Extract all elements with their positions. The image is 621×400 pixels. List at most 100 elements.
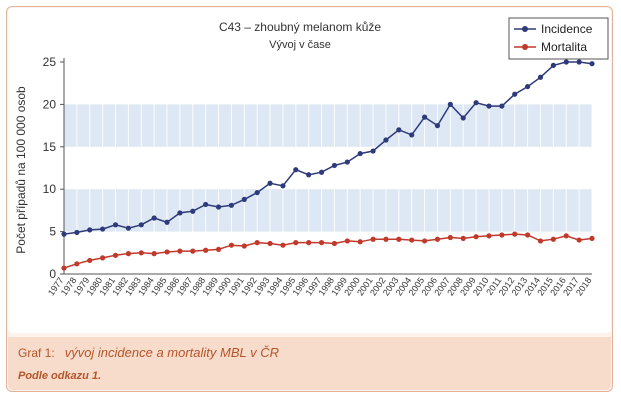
point-mortalita-1995: [293, 240, 299, 246]
chart-axes: [60, 58, 592, 275]
point-incidence-1996: [306, 172, 312, 178]
legend-marker-mortalita: [522, 44, 528, 50]
point-incidence-2006: [434, 123, 441, 129]
point-incidence-1977: [61, 231, 67, 237]
point-mortalita-2016: [563, 233, 569, 239]
point-incidence-1991: [241, 196, 247, 202]
point-incidence-2015: [550, 62, 556, 68]
point-incidence-2014: [537, 74, 544, 80]
point-mortalita-1986: [177, 248, 183, 254]
point-incidence-1979: [87, 227, 93, 233]
point-incidence-1988: [203, 201, 209, 208]
point-incidence-1987: [190, 208, 196, 214]
point-mortalita-2000: [357, 239, 363, 245]
chart-subtitle: Vývoj v čase: [269, 39, 331, 51]
point-mortalita-2010: [486, 233, 492, 239]
point-mortalita-1982: [125, 251, 131, 257]
point-mortalita-1991: [241, 243, 247, 249]
point-mortalita-1993: [267, 240, 273, 247]
point-incidence-1998: [331, 162, 338, 169]
point-incidence-1999: [344, 159, 350, 165]
point-incidence-2016: [563, 59, 569, 65]
point-mortalita-2017: [576, 237, 582, 243]
point-mortalita-2009: [473, 234, 479, 240]
point-incidence-1978: [74, 229, 80, 236]
point-incidence-2011: [499, 103, 505, 109]
point-mortalita-1981: [112, 252, 119, 258]
point-incidence-1995: [293, 167, 299, 173]
point-incidence-2001: [370, 148, 376, 154]
legend-label-incidence: Incidence: [541, 22, 593, 36]
legend-box: [508, 17, 609, 60]
point-mortalita-2002: [383, 236, 389, 242]
point-mortalita-1988: [203, 247, 209, 253]
point-incidence-2007: [447, 101, 453, 107]
y-tick-labels: 0 5 10 15 20 25: [43, 55, 57, 281]
band-5-10: [64, 189, 592, 232]
point-incidence-2013: [525, 83, 531, 90]
point-mortalita-2014: [537, 238, 544, 244]
point-mortalita-1998: [331, 240, 338, 247]
point-mortalita-1989: [215, 246, 222, 253]
legend-marker-incidence: [522, 26, 528, 32]
point-mortalita-2006: [434, 236, 441, 242]
point-incidence-2008: [460, 115, 466, 121]
point-mortalita-1978: [74, 261, 80, 267]
point-incidence-1980: [100, 226, 106, 232]
point-mortalita-1979: [87, 257, 93, 264]
point-incidence-2004: [409, 132, 415, 138]
point-mortalita-1977: [61, 265, 67, 271]
chart-panel: [8, 8, 611, 333]
point-incidence-2018: [589, 61, 595, 67]
point-mortalita-1980: [100, 255, 106, 261]
point-mortalita-2011: [499, 232, 505, 238]
chart-legend: Incidence Mortalita: [508, 17, 609, 60]
point-mortalita-1984: [151, 251, 157, 257]
point-mortalita-2007: [447, 234, 453, 241]
x-tick-labels: 1977197819791980198119821983198419851986…: [46, 275, 594, 297]
y-tick-label-15: 15: [43, 140, 57, 154]
point-incidence-1994: [280, 183, 286, 189]
point-mortalita-2013: [525, 232, 531, 238]
y-tick-label-20: 20: [43, 97, 57, 111]
point-mortalita-1990: [228, 242, 235, 248]
point-incidence-1992: [254, 189, 260, 196]
point-incidence-1986: [177, 210, 183, 216]
point-mortalita-2001: [370, 236, 376, 242]
y-tick-label-10: 10: [43, 182, 57, 196]
point-mortalita-1999: [344, 238, 350, 244]
point-mortalita-1992: [254, 240, 260, 246]
point-incidence-1993: [267, 180, 273, 186]
band-15-20: [64, 104, 592, 147]
series-points: [61, 59, 595, 271]
y-tick-label-0: 0: [49, 267, 56, 281]
caption-line: Graf 1: vývoj incidence a mortality MBL v…: [18, 345, 279, 360]
point-mortalita-2012: [512, 231, 518, 237]
y-tick-label-25: 25: [43, 55, 57, 69]
point-mortalita-2005: [421, 238, 428, 244]
point-incidence-1990: [228, 202, 235, 208]
caption-box: Graf 1: vývoj incidence a mortality MBL v…: [8, 337, 611, 390]
point-incidence-1985: [164, 219, 170, 225]
line-chart: 0 5 10 15 20 25 19771978197919801981198219831…: [14, 17, 609, 298]
point-mortalita-1994: [280, 242, 286, 248]
y-tick-label-5: 5: [49, 225, 56, 239]
point-mortalita-2004: [409, 237, 415, 243]
point-incidence-2002: [383, 137, 389, 143]
point-incidence-2012: [512, 91, 518, 97]
caption-label: Graf 1:: [18, 346, 55, 360]
point-incidence-2009: [473, 100, 479, 106]
point-mortalita-1997: [318, 240, 325, 246]
legend-label-mortalita: Mortalita: [541, 40, 587, 54]
point-mortalita-2008: [460, 235, 466, 241]
point-mortalita-1987: [190, 248, 196, 254]
point-mortalita-1985: [164, 249, 170, 255]
point-mortalita-2015: [550, 236, 556, 242]
point-incidence-1981: [112, 222, 119, 228]
point-incidence-1984: [151, 215, 157, 221]
point-incidence-1997: [318, 169, 325, 175]
y-axis-label: Počet případů na 100 000 osob: [14, 86, 28, 254]
point-mortalita-1983: [138, 250, 144, 256]
chart-bands: [64, 104, 592, 232]
point-incidence-2005: [421, 114, 428, 120]
